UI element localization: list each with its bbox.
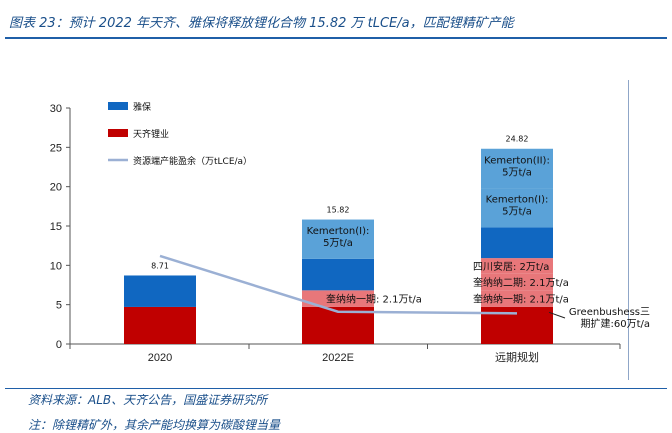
- bar-segment: [481, 290, 553, 307]
- segment-label: 奎纳纳二期: 2.1万t/a: [473, 276, 569, 289]
- legend-label: 天齐锂业: [133, 128, 169, 140]
- figure-title: 图表 23：预计 2022 年天齐、雅保将释放锂化合物 15.82 万 tLCE…: [9, 16, 514, 31]
- legend-swatch: [108, 129, 128, 137]
- y-tick-label: 15: [50, 221, 62, 233]
- bar-segment: [481, 227, 553, 259]
- total-label: 15.82: [327, 206, 350, 215]
- y-tick-label: 5: [56, 300, 62, 312]
- title-rule: [5, 37, 667, 39]
- segment-label: Kemerton(I): 5万t/a: [307, 226, 370, 249]
- bar-segment: [124, 275, 196, 307]
- y-tick-label: 0: [56, 339, 62, 351]
- segment-label: Kemerton(I): 5万t/a: [486, 195, 549, 218]
- x-tick-label: 远期规划: [495, 350, 539, 364]
- annotation-text: Greenbushess三期扩建:60万t/a: [569, 307, 650, 330]
- bar-segment: [302, 290, 374, 307]
- y-tick-label: 25: [50, 142, 62, 154]
- frame-line: [628, 80, 629, 380]
- segment-label: 奎纳纳一期: 2.1万t/a: [473, 293, 569, 306]
- footnote: 注：除锂精矿外，其余产能均换算为碳酸锂当量: [28, 418, 281, 432]
- bar-segment: [481, 258, 553, 274]
- stacked-bar-chart: 0 5 10 15 20 25 30 2020 2022E 远期规划 8.71 15.82 24.82 奎…: [50, 101, 650, 364]
- legend-swatch: [108, 102, 128, 110]
- bar-segment: [302, 258, 374, 291]
- total-label: 24.82: [506, 135, 529, 144]
- footer-rule: [5, 388, 667, 389]
- total-label: 8.71: [151, 261, 169, 270]
- bar-segment: [481, 188, 553, 228]
- segment-label: 奎纳纳一期: 2.1万t/a: [326, 293, 422, 306]
- surplus-line: [159, 254, 518, 315]
- bar-segment: [481, 273, 553, 291]
- y-tick-label: 10: [50, 260, 62, 272]
- y-tick-label: 30: [50, 103, 62, 115]
- legend-label: 雅保: [133, 101, 151, 113]
- bar-segment: [302, 219, 374, 259]
- x-tick-label: 2020: [148, 352, 172, 364]
- y-tick-label: 20: [50, 182, 62, 194]
- annotation-leader: [548, 311, 566, 319]
- bar-segment: [124, 306, 196, 344]
- bar-segment: [481, 148, 553, 189]
- legend-label: 资源端产能盈余（万tLCE/a）: [133, 155, 252, 167]
- x-tick-label: 2022E: [322, 352, 354, 364]
- source-note: 资料来源：ALB、天齐公告，国盛证券研究所: [28, 393, 268, 407]
- segment-label: Kemerton(II): 5万t/a: [484, 155, 550, 178]
- segment-label: 四川安居: 2万t/a: [473, 260, 549, 273]
